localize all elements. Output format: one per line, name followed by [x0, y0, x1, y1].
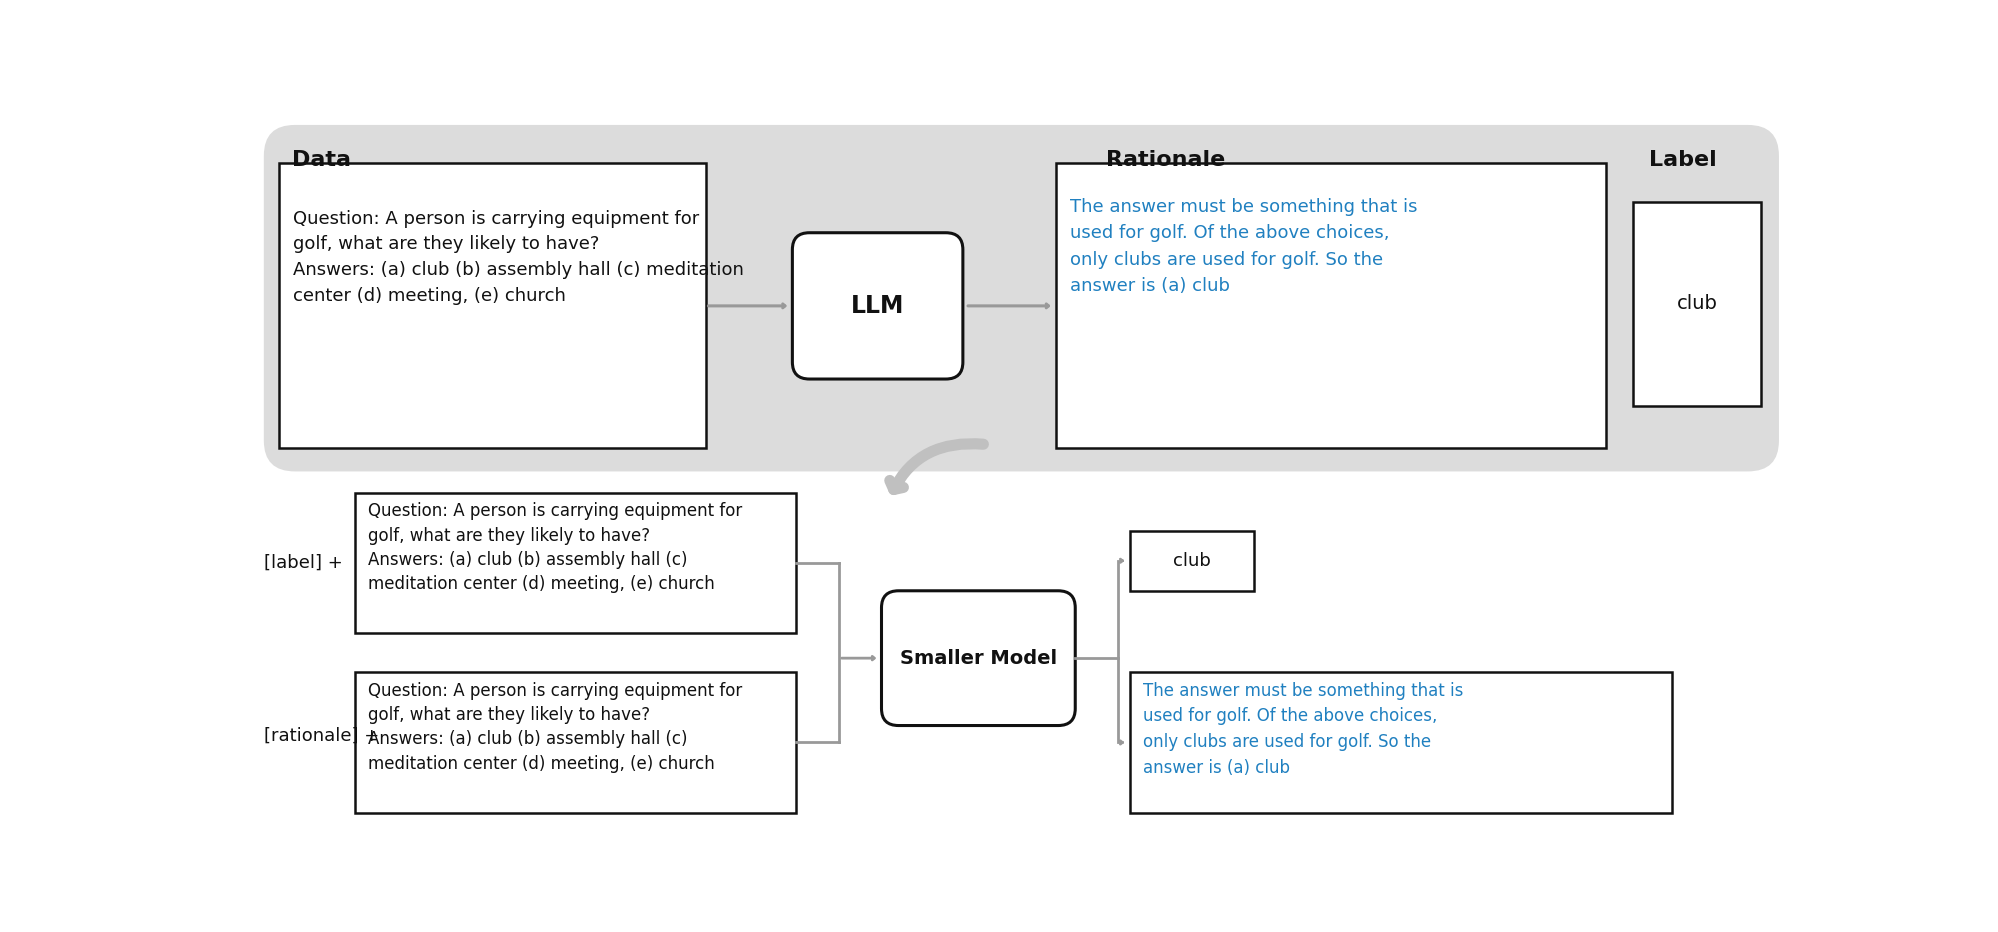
Text: club: club	[1173, 552, 1211, 569]
Text: Label: Label	[1648, 150, 1716, 171]
Bar	[280, 163, 705, 448]
Bar	[1632, 202, 1760, 406]
FancyBboxPatch shape	[791, 233, 963, 379]
Bar	[1055, 163, 1604, 448]
Text: Data: Data	[292, 150, 352, 171]
Text: Smaller Model: Smaller Model	[899, 649, 1057, 667]
Bar	[1129, 672, 1670, 813]
Bar	[1129, 530, 1253, 591]
Text: Question: A person is carrying equipment for
golf, what are they likely to have?: Question: A person is carrying equipment…	[368, 502, 743, 593]
FancyBboxPatch shape	[264, 125, 1778, 472]
Bar	[354, 672, 795, 813]
Text: The answer must be something that is
used for golf. Of the above choices,
only c: The answer must be something that is use…	[1069, 199, 1417, 295]
Text: Question: A person is carrying equipment for
golf, what are they likely to have?: Question: A person is carrying equipment…	[368, 681, 743, 773]
Text: Rationale: Rationale	[1105, 150, 1225, 171]
Text: LLM: LLM	[851, 294, 903, 318]
FancyBboxPatch shape	[881, 591, 1075, 725]
Text: The answer must be something that is
used for golf. Of the above choices,
only c: The answer must be something that is use…	[1143, 681, 1463, 776]
Text: [rationale] +: [rationale] +	[264, 727, 380, 745]
Text: club: club	[1676, 295, 1716, 313]
Text: Question: A person is carrying equipment for
golf, what are they likely to have?: Question: A person is carrying equipment…	[294, 210, 743, 305]
Text: [label] +: [label] +	[264, 554, 342, 571]
Bar	[354, 493, 795, 633]
